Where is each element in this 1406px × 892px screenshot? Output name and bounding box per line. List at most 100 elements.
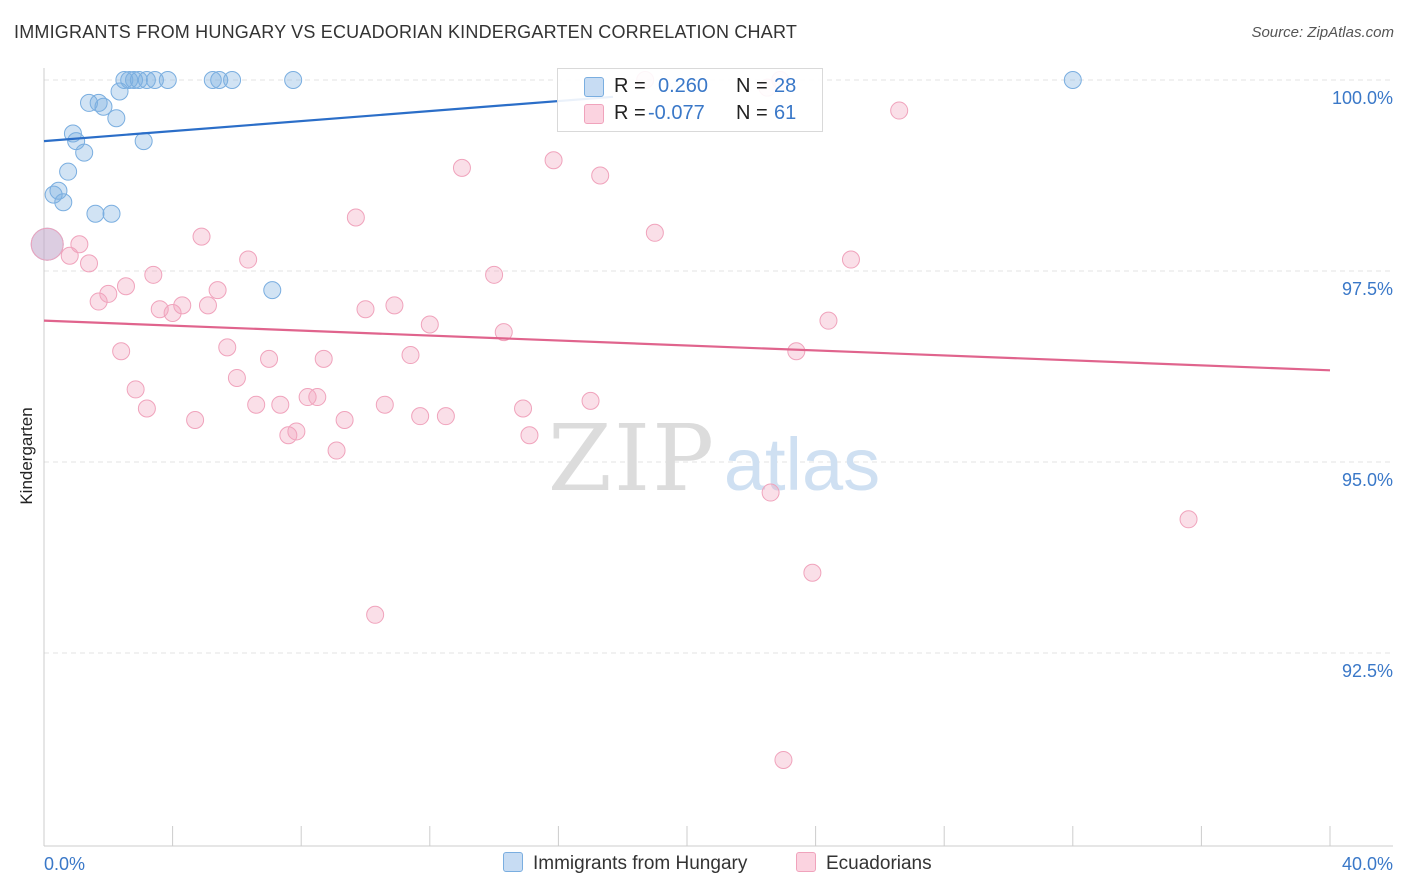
ecuadorians-point [198, 296, 217, 315]
bottom-legend-label-ecuadorians: Ecuadorians [826, 853, 932, 874]
ecuadorians-point [192, 227, 211, 246]
ecuadorians-point [287, 422, 306, 441]
legend-r-value-ecuadorians: -0.077 [648, 102, 705, 124]
ecuadorians-point [356, 300, 375, 319]
ecuadorians-point [787, 342, 806, 361]
y-tick-label: 100.0% [1332, 88, 1393, 108]
ecuadorians-point [260, 349, 279, 368]
ecuadorians-point [485, 265, 504, 284]
y-tick-label: 97.5% [1342, 279, 1393, 299]
ecuadorians-point [208, 281, 227, 300]
hungary-point [145, 71, 164, 89]
y-tick-label: 95.0% [1342, 470, 1393, 490]
series-ecuadorians-points [30, 71, 1198, 769]
hungary-point [210, 71, 229, 89]
ecuadorians-point [247, 395, 266, 414]
trend-lines [43, 95, 1331, 372]
hungary-point [158, 71, 177, 89]
hungary-point [110, 82, 129, 101]
ecuadorians-point [1179, 510, 1198, 529]
hungary-point [134, 132, 153, 151]
watermark-zip: ZIP [548, 405, 716, 512]
bottom-legend-swatch-ecuadorians [796, 852, 816, 872]
legend-swatch-hungary [584, 77, 604, 97]
hungary-point [54, 193, 73, 212]
hungary-point [223, 71, 242, 89]
ecuadorians-point [271, 395, 290, 414]
ecuadorians-point [411, 407, 430, 426]
y-tick-labels: 92.5% 95.0% 97.5% 100.0% [1332, 88, 1393, 681]
source-label: Source: ZipAtlas.com [1251, 24, 1394, 41]
ecuadorians-point [494, 323, 513, 342]
ecuadorians-point [239, 250, 258, 269]
x-tick-label-max: 40.0% [1342, 854, 1393, 874]
hungary-point [80, 93, 99, 112]
ecuadorians-point [436, 407, 455, 426]
ecuadorians-point [346, 208, 365, 227]
ecuadorians-point [227, 368, 246, 387]
legend-r-label: R = [614, 75, 646, 97]
ecuadorians-point [163, 304, 182, 323]
watermark-atlas: atlas [724, 423, 880, 506]
ecuadorians-point [335, 410, 354, 429]
ecuadorians-point [401, 346, 420, 365]
ecuadorians-point [591, 166, 610, 185]
hungary-point [1063, 71, 1082, 89]
ecuadorians-point [60, 246, 79, 265]
ecuadorians-point [308, 388, 327, 407]
chart-title: IMMIGRANTS FROM HUNGARY VS ECUADORIAN KI… [14, 22, 798, 42]
legend-n-value-ecuadorians: 61 [774, 102, 797, 124]
bottom-legend-label-hungary: Immigrants from Hungary [533, 853, 748, 874]
legend-swatch-ecuadorians [584, 104, 604, 124]
hungary-point [59, 162, 78, 181]
ecuadorians-point [420, 315, 439, 334]
hungary-point [102, 204, 121, 223]
ecuadorians-point [544, 151, 563, 170]
legend-row-ecuadorians: R = -0.077 N = 61 [558, 100, 822, 128]
hungary-point [263, 281, 282, 300]
ecuadorians-point [218, 338, 237, 357]
bottom-legend-ecuadorians: Ecuadorians [796, 852, 932, 875]
correlation-legend: R = 0.260 N = 28 R = -0.077 N = 61 [557, 68, 823, 132]
legend-n-label: N = [736, 102, 768, 124]
hungary-point [203, 71, 222, 89]
series-hungary-points [30, 71, 1082, 300]
ecuadorians-point [841, 250, 860, 269]
ecuadorians-point [70, 235, 89, 254]
ecuadorians-point [116, 277, 135, 296]
ecuadorians-point [327, 441, 346, 460]
axes [43, 68, 1393, 847]
hungary-point [125, 71, 144, 89]
ecuadorians-point [173, 296, 192, 315]
ecuadorians-point [30, 227, 64, 261]
ecuadorians-point [803, 563, 822, 582]
ecuadorians-point [144, 265, 163, 284]
hungary-point [75, 143, 94, 162]
legend-r-label: R = [614, 102, 646, 124]
y-tick-label: 92.5% [1342, 661, 1393, 681]
legend-n-label: N = [736, 75, 768, 97]
ecuadorians-point [112, 342, 131, 361]
ecuadorians-point [366, 605, 385, 624]
hungary-point [107, 109, 126, 128]
grid-lines [44, 79, 1393, 654]
ecuadorians-point [89, 292, 108, 311]
ecuadorians-point [314, 349, 333, 368]
ecuadorians-point [99, 284, 118, 303]
hungary-point [284, 71, 303, 89]
ecuadorians-point [137, 399, 156, 418]
ecuadorians-point [581, 391, 600, 410]
hungary-point [94, 97, 113, 116]
x-tick-label-min: 0.0% [44, 854, 85, 874]
ecuadorians-point [298, 388, 317, 407]
ecuadorians-point [819, 311, 838, 330]
legend-row-hungary: R = 0.260 N = 28 [558, 73, 822, 101]
ecuadorians-point [774, 750, 793, 769]
ecuadorians-point [385, 296, 404, 315]
hungary-trend-line [43, 95, 614, 143]
ecuadorians-point [645, 223, 664, 242]
ecuadorians-point [126, 380, 145, 399]
hungary-point [115, 71, 134, 89]
ecuadorians-point [452, 158, 471, 177]
